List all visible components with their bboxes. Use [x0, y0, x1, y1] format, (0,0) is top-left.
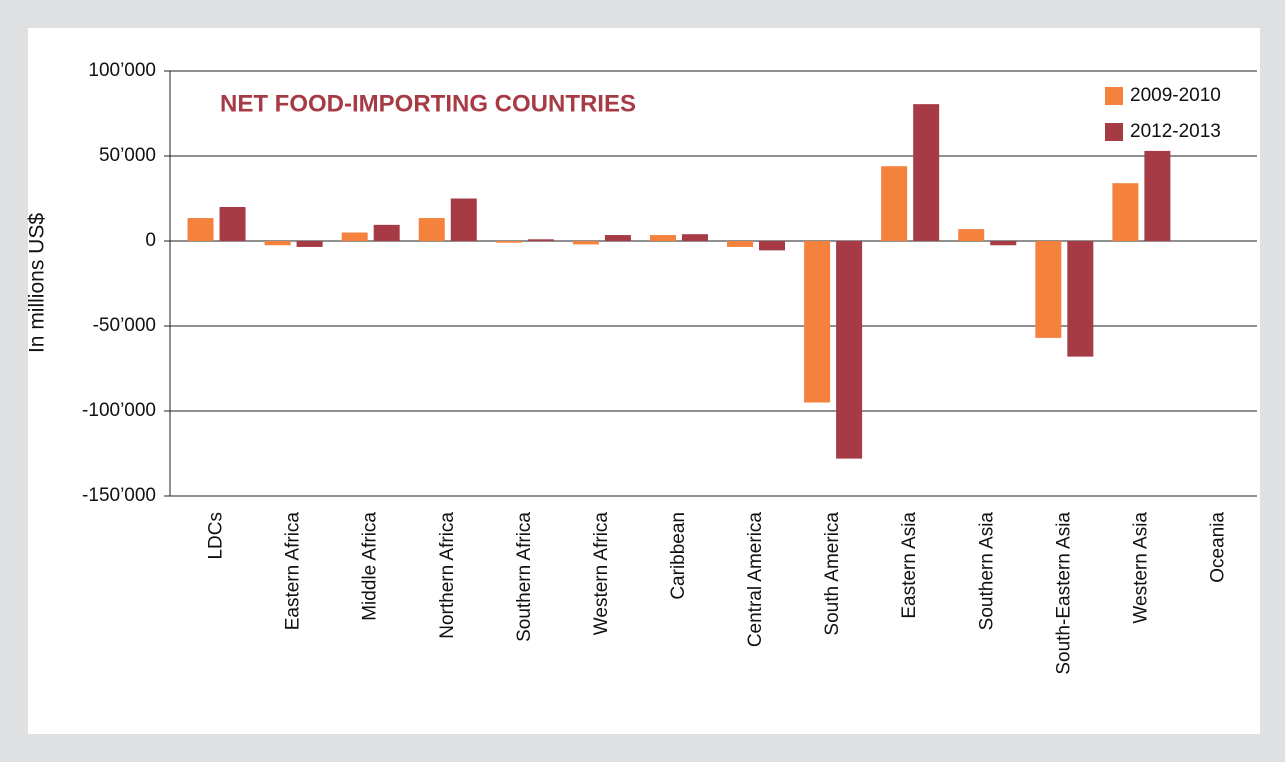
x-tick-label: Eastern Africa — [283, 512, 304, 631]
bar — [187, 218, 214, 241]
bar — [296, 241, 323, 247]
chart-title: NET FOOD-IMPORTING COUNTRIES — [220, 90, 636, 117]
bar — [759, 241, 786, 251]
bar — [881, 166, 908, 241]
y-tick-label: 50’000 — [99, 145, 156, 166]
y-tick-label: -50’000 — [93, 315, 156, 336]
bar — [958, 229, 985, 241]
legend-label: 2012-2013 — [1130, 121, 1221, 142]
bar — [495, 241, 522, 243]
x-tick-label: Middle Africa — [360, 512, 381, 621]
bar — [219, 207, 246, 241]
bar — [1067, 241, 1094, 357]
y-axis-label: In millions US$ — [26, 213, 49, 353]
legend-swatch — [1105, 87, 1123, 105]
bar — [1112, 183, 1139, 241]
x-tick-label: Southern Asia — [976, 512, 997, 631]
bar — [341, 232, 368, 241]
x-tick-label: Northern Africa — [437, 512, 458, 639]
y-tick-label: 0 — [145, 230, 156, 251]
bar — [727, 241, 754, 247]
y-tick-label: -100’000 — [82, 400, 156, 421]
bar — [681, 234, 708, 241]
x-tick-label: Oceania — [1207, 512, 1228, 583]
x-tick-label: Western Africa — [591, 512, 612, 636]
bar — [990, 241, 1017, 246]
legend-swatch — [1105, 123, 1123, 141]
bar — [527, 239, 554, 241]
x-tick-label: Western Asia — [1130, 512, 1151, 624]
y-tick-label: 100’000 — [88, 60, 156, 81]
bar — [649, 235, 676, 241]
x-tick-label: Caribbean — [668, 512, 689, 600]
bar — [373, 224, 400, 241]
x-tick-label: Eastern Asia — [899, 512, 920, 619]
bar — [450, 198, 477, 241]
y-tick-label: -150’000 — [82, 485, 156, 506]
bar — [1035, 241, 1062, 338]
x-tick-label: LDCs — [206, 512, 227, 560]
bar — [418, 218, 445, 241]
bar — [572, 241, 599, 245]
x-tick-label: South America — [822, 512, 843, 636]
bar — [264, 241, 291, 246]
bar — [913, 104, 940, 242]
bar — [804, 241, 831, 403]
x-tick-label: South-Eastern Asia — [1053, 512, 1074, 675]
panel — [28, 28, 1260, 734]
bar — [1144, 150, 1171, 241]
x-tick-label: Central America — [745, 512, 766, 648]
bar — [604, 235, 631, 241]
x-tick-label: Southern Africa — [514, 512, 535, 642]
bar — [836, 241, 863, 459]
legend-label: 2009-2010 — [1130, 85, 1221, 106]
